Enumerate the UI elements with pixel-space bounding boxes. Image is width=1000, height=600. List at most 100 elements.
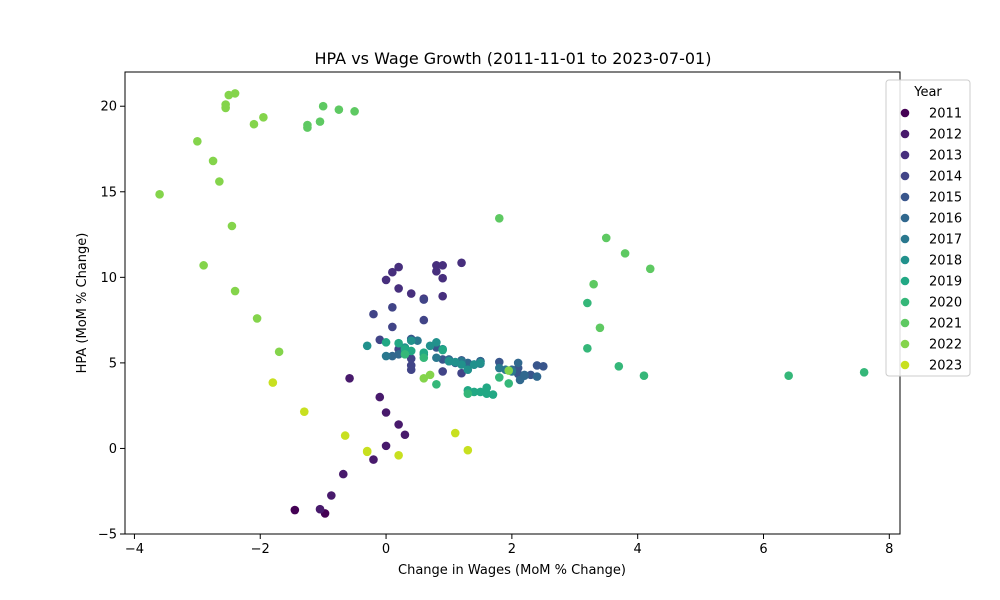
legend-marker-2021 <box>900 318 910 328</box>
data-point-2013 <box>432 261 441 270</box>
legend-label-2013: 2013 <box>929 149 962 164</box>
data-point-2018 <box>457 360 466 369</box>
data-point-2017 <box>432 353 441 363</box>
data-point-2016 <box>532 372 542 381</box>
data-point-2023 <box>268 378 278 387</box>
data-point-2022 <box>215 177 224 186</box>
data-point-2018 <box>463 365 473 375</box>
x-tick-label: 0 <box>382 542 390 557</box>
data-point-2019 <box>394 338 403 348</box>
data-point-2023 <box>362 447 372 457</box>
data-point-2020 <box>859 368 869 377</box>
data-point-2015 <box>539 362 548 371</box>
data-point-2013 <box>394 262 403 272</box>
x-tick-label: −4 <box>125 542 144 557</box>
data-point-2021 <box>350 107 359 116</box>
data-point-2020 <box>494 373 504 382</box>
data-point-2012 <box>394 420 403 429</box>
data-point-2023 <box>394 450 403 460</box>
data-point-2021 <box>620 249 630 258</box>
legend-title: Year <box>913 85 942 100</box>
data-point-2021 <box>318 101 328 111</box>
data-point-2023 <box>299 407 309 416</box>
data-point-2012 <box>327 491 336 500</box>
data-point-2020 <box>432 379 441 389</box>
data-point-2014 <box>388 322 397 332</box>
y-tick-label: 10 <box>100 271 117 286</box>
legend-marker-2020 <box>900 297 910 307</box>
data-point-2018 <box>425 341 435 351</box>
legend-label-2012: 2012 <box>929 128 962 143</box>
y-axis-ticks: −5 0 5 10 15 20 <box>98 100 125 543</box>
data-point-2013 <box>388 267 397 277</box>
data-point-2022 <box>230 89 240 98</box>
data-point-2017 <box>381 351 391 361</box>
data-point-2012 <box>315 504 325 514</box>
data-point-2022 <box>249 119 259 129</box>
data-point-2022 <box>252 314 262 323</box>
data-point-2022 <box>155 190 164 199</box>
data-point-2012 <box>375 392 385 402</box>
data-point-2014 <box>369 309 378 319</box>
data-point-2021 <box>589 279 598 289</box>
data-point-2022 <box>425 370 435 380</box>
data-point-2022 <box>274 347 284 357</box>
data-point-2019 <box>406 346 416 356</box>
data-point-2020 <box>419 353 429 363</box>
data-point-2013 <box>394 284 403 293</box>
data-point-2019 <box>482 383 492 393</box>
data-points <box>155 89 869 518</box>
x-tick-label: 6 <box>759 542 767 557</box>
data-point-2019 <box>381 338 391 347</box>
plot-frame <box>124 71 901 535</box>
data-point-2018 <box>406 336 416 345</box>
legend-label-2015: 2015 <box>929 191 962 206</box>
legend-label-2019: 2019 <box>929 275 962 290</box>
y-tick-label: −5 <box>98 528 117 543</box>
data-point-2019 <box>488 390 498 399</box>
y-tick-label: 5 <box>109 356 117 371</box>
data-point-2018 <box>444 356 454 366</box>
data-point-2020 <box>583 298 592 308</box>
data-point-2014 <box>457 368 466 378</box>
legend-marker-2022 <box>900 339 910 349</box>
data-point-2013 <box>457 258 466 268</box>
data-point-2014 <box>419 315 429 325</box>
legend-label-2022: 2022 <box>929 338 962 353</box>
x-tick-label: 2 <box>508 542 516 557</box>
data-point-2019 <box>482 389 492 398</box>
data-point-2021 <box>303 120 312 130</box>
data-point-2020 <box>504 379 514 388</box>
data-point-2022 <box>193 137 202 146</box>
legend-label-2014: 2014 <box>929 170 962 185</box>
data-point-2014 <box>388 302 397 312</box>
data-point-2019 <box>438 345 447 355</box>
legend-label-2021: 2021 <box>929 317 962 332</box>
data-point-2022 <box>199 261 208 270</box>
legend-marker-2011 <box>900 108 910 118</box>
legend: Year 20112012201320142015201620172018201… <box>885 79 971 377</box>
data-point-2022 <box>419 373 429 383</box>
x-axis-title: Change in Wages (MoM % Change) <box>398 563 626 578</box>
data-point-2022 <box>230 286 240 296</box>
data-point-2016 <box>513 358 523 368</box>
data-point-2013 <box>432 267 441 276</box>
legend-marker-2019 <box>900 276 910 286</box>
data-point-2014 <box>438 367 447 376</box>
data-point-2012 <box>400 430 410 440</box>
legend-marker-2016 <box>900 213 910 223</box>
data-point-2020 <box>639 371 649 381</box>
x-axis-ticks: −4 −2 0 2 4 6 8 <box>125 534 893 557</box>
data-point-2018 <box>476 358 485 368</box>
y-tick-label: 20 <box>100 100 117 115</box>
legend-items: 2011 2012 2013 2014 2015 2016 2017 2018 2019 2020… <box>900 107 962 374</box>
data-point-2015 <box>494 357 504 367</box>
data-point-2021 <box>595 323 605 333</box>
data-point-2021 <box>601 233 611 243</box>
legend-label-2023: 2023 <box>929 359 962 374</box>
data-point-2015 <box>532 361 542 370</box>
data-point-2022 <box>227 221 237 231</box>
legend-marker-2013 <box>900 150 910 160</box>
data-point-2016 <box>515 375 525 385</box>
data-point-2020 <box>400 350 410 359</box>
